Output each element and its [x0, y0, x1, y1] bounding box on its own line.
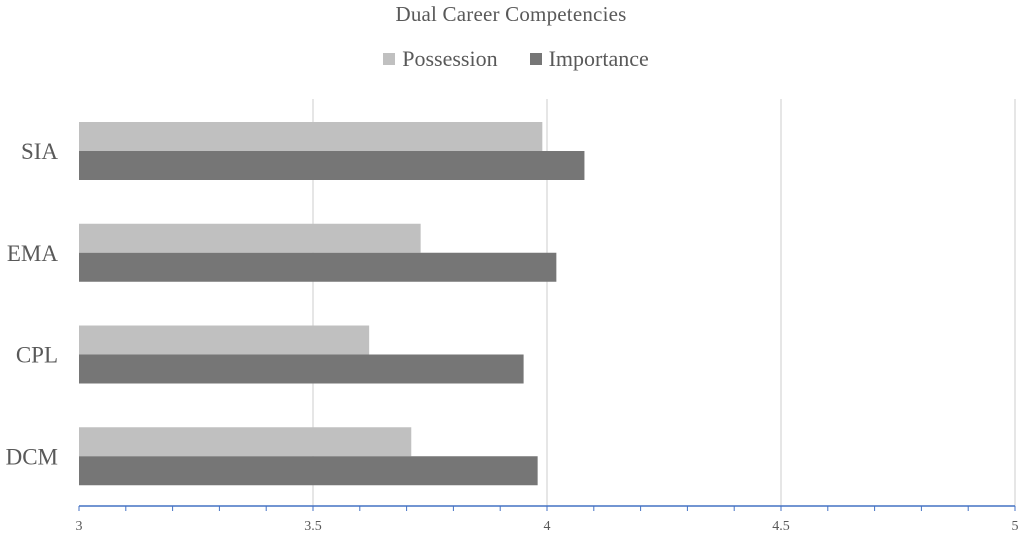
legend-entry-possession[interactable]: Possession: [373, 46, 498, 72]
bar-dcm-importance: [79, 456, 538, 486]
bar-sia-possession: [79, 122, 543, 151]
legend-swatch-possession: [383, 53, 396, 65]
bar-ema-importance: [79, 252, 557, 282]
legend-label-importance: Importance: [548, 46, 649, 71]
category-label-cpl: CPL: [16, 343, 58, 368]
bar-sia-importance: [79, 151, 585, 180]
bar-cpl-importance: [79, 354, 524, 384]
chart-title: Dual Career Competencies: [395, 2, 627, 26]
category-label-ema: EMA: [7, 241, 59, 266]
legend-label-possession: Possession: [402, 46, 498, 71]
category-label-sia: SIA: [21, 139, 58, 164]
bar-cpl-possession: [79, 325, 370, 355]
bar-ema-possession: [79, 223, 421, 253]
bar-dcm-possession: [79, 427, 412, 457]
x-tick-label-3.5: 3.5: [304, 519, 322, 534]
legend-swatch-importance: [529, 53, 542, 65]
category-label-dcm: DCM: [6, 444, 58, 469]
legend: Possession Importance: [0, 46, 1022, 72]
x-tick-label-4.5: 4.5: [772, 519, 790, 534]
legend-entry-importance[interactable]: Importance: [520, 46, 649, 72]
x-tick-label-5: 5: [1012, 519, 1019, 534]
x-tick-label-3: 3: [76, 519, 83, 534]
x-tick-label-4: 4: [544, 519, 551, 534]
